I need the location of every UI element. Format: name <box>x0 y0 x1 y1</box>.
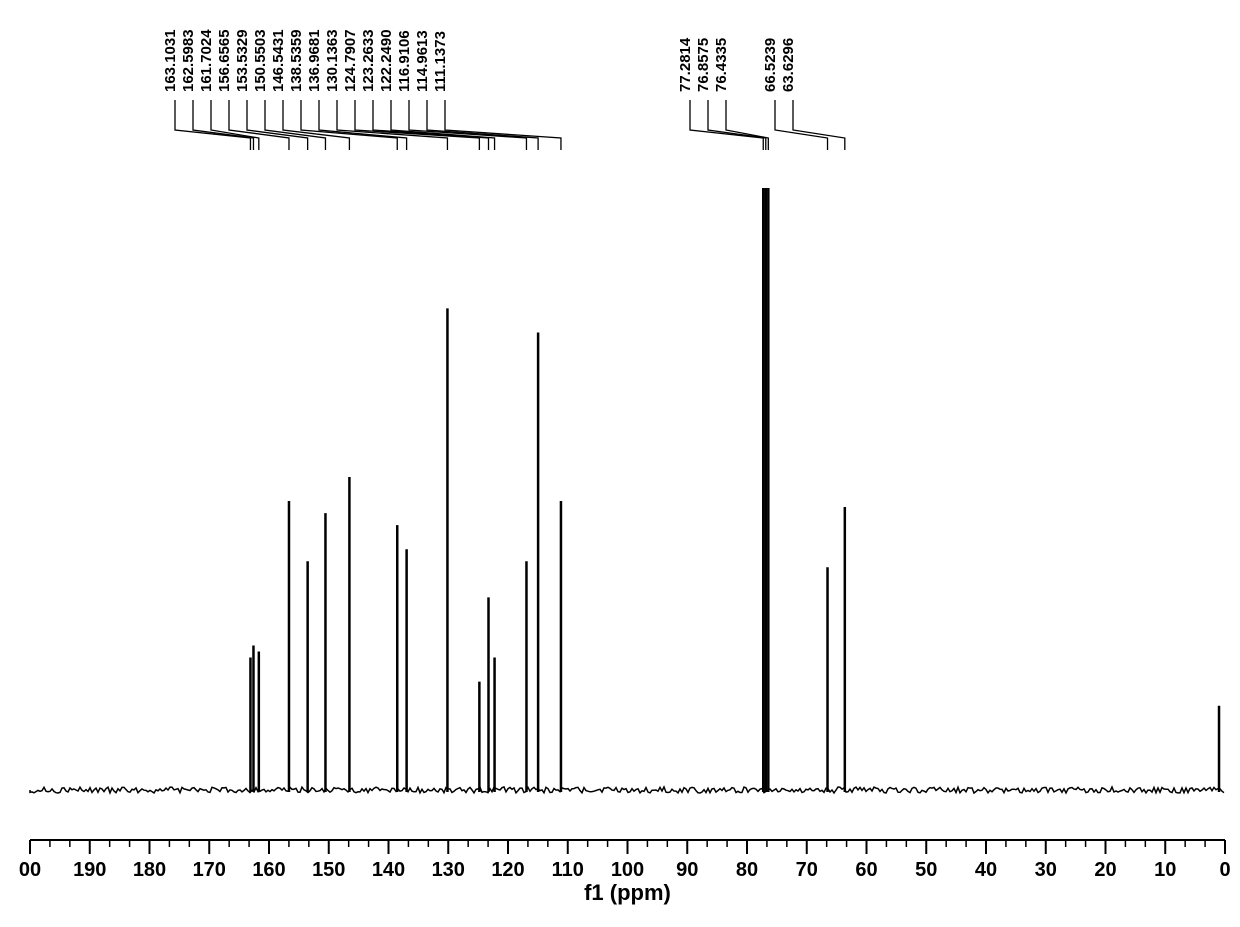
tick-label: 50 <box>915 859 937 881</box>
peak-label: 76.8575 <box>695 38 712 92</box>
tick-label: 00 <box>19 859 41 881</box>
peak-label-connector <box>793 100 845 150</box>
tick-label: 80 <box>736 859 758 881</box>
peak-label: 146.5431 <box>270 29 287 92</box>
peak-label: 77.2814 <box>677 37 694 92</box>
peak-label: 156.6565 <box>216 29 233 92</box>
tick-label: 0 <box>1219 859 1230 881</box>
tick-label: 40 <box>975 859 997 881</box>
tick-label: 160 <box>252 859 285 881</box>
tick-label: 130 <box>432 859 465 881</box>
tick-label: 170 <box>193 859 226 881</box>
peak-label: 116.9106 <box>396 30 413 92</box>
peak-label: 163.1031 <box>162 29 179 92</box>
peak-label-connector <box>337 100 447 150</box>
peak-label: 162.5983 <box>180 29 197 92</box>
peak-label-connector <box>247 100 308 150</box>
peak-label: 66.5239 <box>762 38 779 92</box>
tick-label: 60 <box>855 859 877 881</box>
tick-label: 90 <box>676 859 698 881</box>
peak-label-connector <box>283 100 349 150</box>
tick-label: 150 <box>312 859 345 881</box>
tick-label: 120 <box>491 859 524 881</box>
tick-label: 70 <box>796 859 818 881</box>
peak-label-connector <box>355 100 479 150</box>
tick-label: 110 <box>552 859 584 881</box>
peak-label-connector <box>265 100 325 150</box>
peak-label: 138.5359 <box>288 29 305 92</box>
tick-label: 30 <box>1035 859 1057 881</box>
peak-label: 123.2633 <box>360 29 377 92</box>
x-axis-label: f1 (ppm) <box>584 880 671 905</box>
peak-label-connector <box>193 100 253 150</box>
peak-label-connector <box>175 100 250 150</box>
peak-label-connector <box>427 100 538 150</box>
tick-label: 140 <box>372 859 405 881</box>
peak-label: 153.5329 <box>234 29 251 92</box>
peak-label-connector <box>708 100 766 150</box>
peak-label-connector <box>211 100 259 150</box>
tick-label: 180 <box>133 859 166 881</box>
peak-label-connector <box>775 100 828 150</box>
peak-label: 130.1363 <box>324 29 341 92</box>
baseline-noise <box>30 787 1224 793</box>
peak-label: 161.7024 <box>198 29 215 92</box>
peak-label-connector <box>319 100 407 150</box>
peak-label: 150.5503 <box>252 29 269 92</box>
peak-label-connector <box>373 100 489 150</box>
tick-label: 190 <box>73 859 106 881</box>
peak-label: 114.9613 <box>414 30 431 92</box>
tick-label: 10 <box>1154 859 1176 881</box>
peak-label-connector <box>445 100 561 150</box>
peak-label: 124.7907 <box>342 29 359 92</box>
peak-label: 136.9681 <box>306 29 323 92</box>
peak-label: 76.4335 <box>713 38 730 92</box>
peak-label: 63.6296 <box>780 38 797 92</box>
nmr-spectrum: 0 10 20 30 40 50 60 70 80 90 100 110 120 130 140 150 160… <box>0 0 1240 927</box>
peak-label: 111.1373 <box>432 31 449 92</box>
peak-label-connector <box>726 100 768 150</box>
peak-label: 122.2490 <box>378 29 395 92</box>
tick-label: 20 <box>1094 859 1116 881</box>
tick-label: 100 <box>611 859 644 881</box>
